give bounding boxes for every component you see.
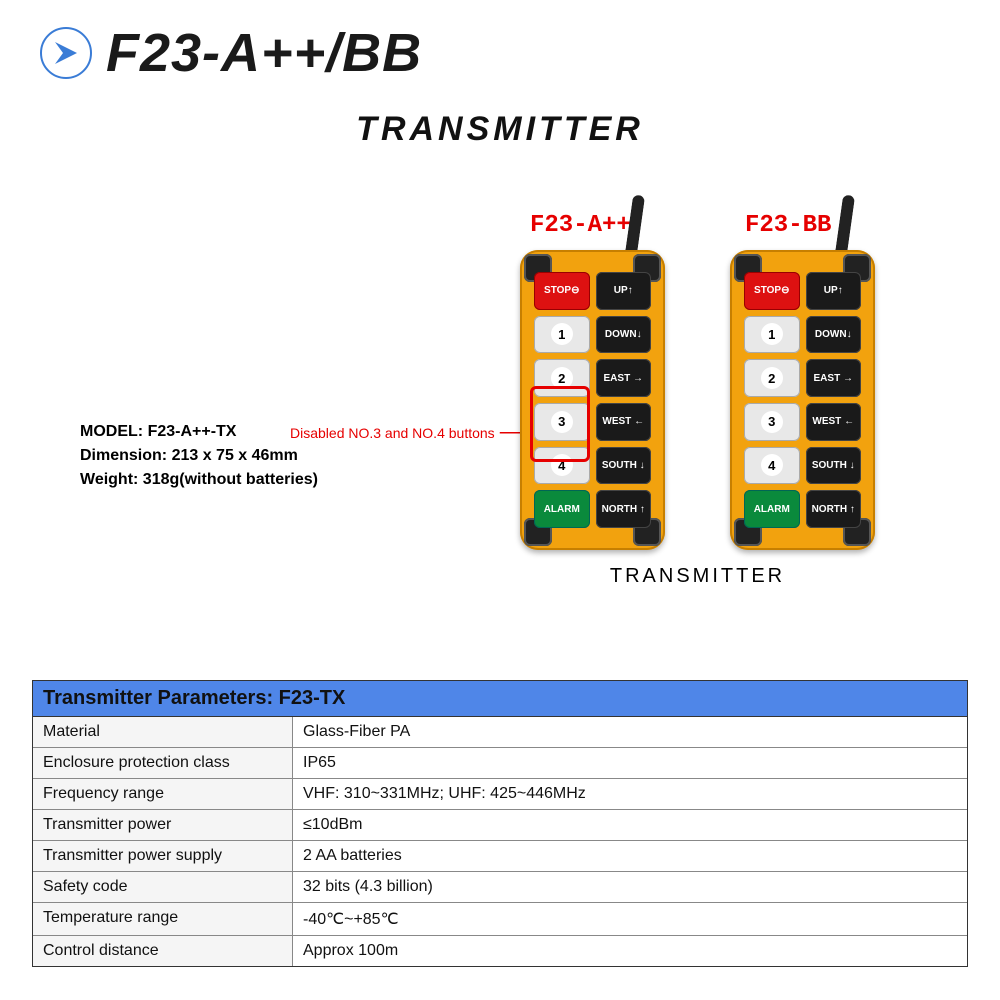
callout-disabled-buttons: Disabled NO.3 and NO.4 buttons ⟶ [290, 425, 527, 441]
keypad-a: STOP⊖UP↑1DOWN↓2EAST →3WEST ←4SOUTH ↓ALAR… [534, 272, 651, 528]
remote-key: SOUTH ↓ [596, 447, 652, 485]
remote-key: SOUTH ↓ [806, 447, 862, 485]
remote-key: ALARM [534, 490, 590, 528]
remote-key: 2 [534, 359, 590, 397]
bullet-icon [40, 27, 92, 79]
remote-key: DOWN↓ [596, 316, 652, 354]
remote-key: UP↑ [596, 272, 652, 310]
transmitter-caption: TRANSMITTER [520, 565, 875, 588]
model-dimension: Dimension: 213 x 75 x 46mm [80, 444, 318, 468]
param-name: Safety code [33, 872, 293, 902]
remote-key: 1 [744, 316, 800, 354]
param-value: 2 AA batteries [293, 841, 967, 871]
page-title: F23-A++/BB [106, 22, 422, 84]
param-name: Enclosure protection class [33, 748, 293, 778]
model-weight: Weight: 318g(without batteries) [80, 468, 318, 492]
remote-key: EAST → [806, 359, 862, 397]
table-row: Frequency rangeVHF: 310~331MHz; UHF: 425… [33, 779, 967, 810]
antenna-icon [625, 194, 645, 255]
table-row: Enclosure protection classIP65 [33, 748, 967, 779]
param-value: VHF: 310~331MHz; UHF: 425~446MHz [293, 779, 967, 809]
param-value: -40℃~+85℃ [293, 903, 967, 935]
table-row: Safety code32 bits (4.3 billion) [33, 872, 967, 903]
remote-key: NORTH ↑ [596, 490, 652, 528]
remote-key: STOP⊖ [744, 272, 800, 310]
param-name: Frequency range [33, 779, 293, 809]
remote-key: EAST → [596, 359, 652, 397]
param-name: Control distance [33, 936, 293, 966]
param-name: Temperature range [33, 903, 293, 935]
table-row: Temperature range-40℃~+85℃ [33, 903, 967, 936]
param-value: 32 bits (4.3 billion) [293, 872, 967, 902]
param-value: IP65 [293, 748, 967, 778]
page-subtitle: TRANSMITTER [0, 110, 1000, 149]
header: F23-A++/BB [40, 22, 422, 84]
model-label: MODEL: [80, 423, 143, 440]
remote-key: 3 [744, 403, 800, 441]
keypad-b: STOP⊖UP↑1DOWN↓2EAST →3WEST ←4SOUTH ↓ALAR… [744, 272, 861, 528]
remote-key: WEST ← [806, 403, 862, 441]
remote-key: NORTH ↑ [806, 490, 862, 528]
remote-shell: STOP⊖UP↑1DOWN↓2EAST →3WEST ←4SOUTH ↓ALAR… [520, 250, 665, 550]
remote-key: 3 [534, 403, 590, 441]
param-value: Glass-Fiber PA [293, 717, 967, 747]
param-name: Transmitter power supply [33, 841, 293, 871]
antenna-icon [835, 194, 855, 255]
remote-key: WEST ← [596, 403, 652, 441]
params-table: Transmitter Parameters: F23-TX MaterialG… [32, 680, 968, 967]
remote-label-b: F23-BB [745, 212, 831, 239]
model-info: MODEL: F23-A++-TX Dimension: 213 x 75 x … [80, 420, 318, 492]
table-row: MaterialGlass-Fiber PA [33, 717, 967, 748]
remote-key: UP↑ [806, 272, 862, 310]
callout-text: Disabled NO.3 and NO.4 buttons [290, 425, 495, 441]
param-name: Material [33, 717, 293, 747]
param-value: ≤10dBm [293, 810, 967, 840]
param-value: Approx 100m [293, 936, 967, 966]
remote-shell: STOP⊖UP↑1DOWN↓2EAST →3WEST ←4SOUTH ↓ALAR… [730, 250, 875, 550]
remote-key: 4 [534, 447, 590, 485]
remote-key: ALARM [744, 490, 800, 528]
model-value: F23-A++-TX [148, 423, 237, 440]
remote-key: 2 [744, 359, 800, 397]
remote-unit-a: STOP⊖UP↑1DOWN↓2EAST →3WEST ←4SOUTH ↓ALAR… [520, 250, 665, 550]
param-name: Transmitter power [33, 810, 293, 840]
remote-key: DOWN↓ [806, 316, 862, 354]
remote-label-a: F23-A++ [530, 212, 631, 239]
params-header: Transmitter Parameters: F23-TX [33, 681, 967, 717]
table-row: Control distanceApprox 100m [33, 936, 967, 966]
table-row: Transmitter power≤10dBm [33, 810, 967, 841]
remote-key: 1 [534, 316, 590, 354]
remote-key: 4 [744, 447, 800, 485]
remote-unit-b: STOP⊖UP↑1DOWN↓2EAST →3WEST ←4SOUTH ↓ALAR… [730, 250, 875, 550]
table-row: Transmitter power supply2 AA batteries [33, 841, 967, 872]
remote-key: STOP⊖ [534, 272, 590, 310]
